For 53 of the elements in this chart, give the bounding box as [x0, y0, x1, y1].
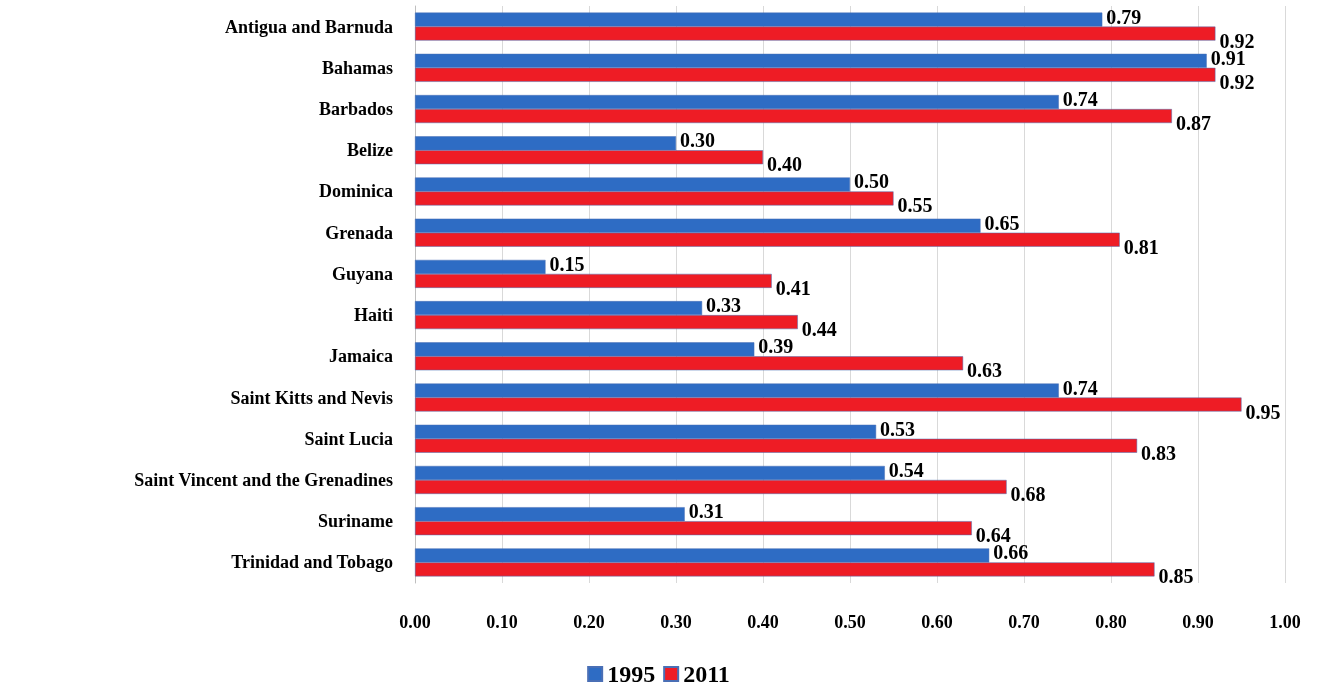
y-tick-label: Jamaica [329, 346, 393, 367]
y-tick-label: Belize [347, 140, 393, 161]
data-label: 0.30 [680, 129, 715, 152]
y-tick-label: Barbados [318, 99, 393, 120]
data-label: 0.87 [1175, 112, 1211, 135]
data-label: 0.40 [767, 153, 802, 176]
x-tick-label: 0.90 [1182, 612, 1214, 632]
data-label: 0.74 [1062, 88, 1098, 111]
x-tick-label: 0.30 [660, 612, 692, 632]
data-label: 0.33 [706, 294, 742, 317]
x-tick-label: 0.70 [1008, 612, 1040, 632]
x-tick-label: 0.00 [399, 612, 431, 632]
data-label: 0.39 [758, 335, 794, 358]
data-label: 0.74 [1062, 376, 1098, 399]
data-label: 0.55 [897, 194, 933, 217]
y-tick-label: Trinidad and Tobago [231, 552, 393, 573]
y-tick-label: Dominica [319, 181, 393, 202]
data-label: 0.50 [854, 170, 889, 193]
data-label: 0.92 [1219, 70, 1255, 93]
data-label: 0.65 [984, 211, 1020, 234]
data-label: 0.92 [1219, 29, 1255, 52]
x-tick-label: 0.20 [573, 612, 605, 632]
y-tick-label: Saint Lucia [304, 428, 393, 449]
y-tick-label: Saint Vincent and the Grenadines [134, 469, 393, 490]
data-label: 0.95 [1245, 400, 1281, 423]
data-label: 0.15 [549, 252, 585, 275]
data-label: 0.85 [1158, 565, 1194, 588]
y-tick-label: Antigua and Barnuda [224, 16, 393, 37]
y-tick-label: Grenada [325, 222, 393, 243]
data-label: 0.53 [880, 417, 916, 440]
data-label: 0.81 [1123, 235, 1159, 258]
legend-label: 1995 [607, 661, 656, 687]
data-label: 0.66 [993, 541, 1029, 564]
x-tick-label: 0.10 [486, 612, 518, 632]
y-tick-label: Haiti [354, 305, 393, 326]
x-tick-label: 0.40 [747, 612, 779, 632]
data-label: 0.44 [801, 318, 837, 341]
data-label: 0.68 [1010, 482, 1046, 505]
y-tick-label: Saint Kitts and Nevis [230, 387, 393, 408]
data-label: 0.54 [888, 458, 924, 481]
data-label: 0.31 [688, 500, 724, 523]
y-tick-label: Bahamas [321, 57, 393, 78]
x-tick-label: 0.50 [834, 612, 866, 632]
data-label: 0.79 [1106, 5, 1142, 28]
data-label: 0.83 [1141, 441, 1177, 464]
x-tick-label: 1.00 [1269, 612, 1301, 632]
data-label: 0.63 [967, 359, 1003, 382]
legend-label: 2011 [683, 661, 730, 687]
x-tick-label: 0.80 [1095, 612, 1127, 632]
y-tick-label: Guyana [331, 263, 393, 284]
y-tick-label: Suriname [317, 511, 393, 532]
x-tick-label: 0.60 [921, 612, 953, 632]
data-label: 0.41 [775, 276, 811, 299]
